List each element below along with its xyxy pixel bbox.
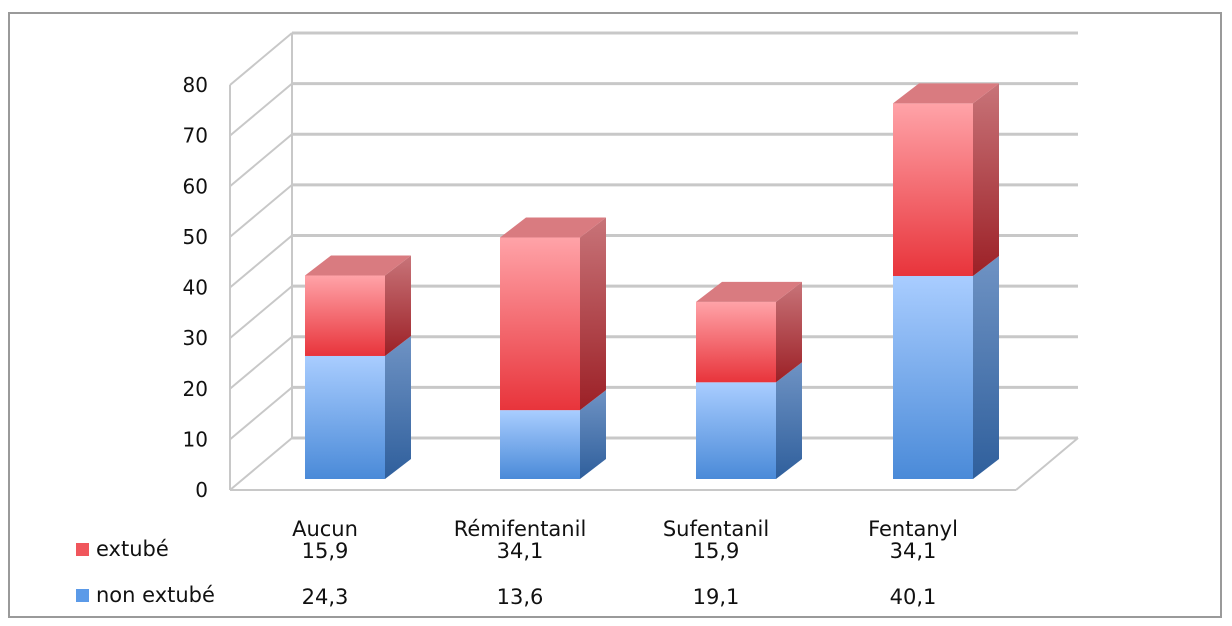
y-tick-label: 30: [183, 326, 208, 350]
bar-segment: [500, 410, 580, 479]
y-tick-label: 0: [195, 478, 208, 502]
data-table: Aucun Rémifentanil Sufentanil Fentanyl extub…: [76, 517, 958, 609]
bar-segment: [696, 382, 776, 479]
legend-label: extubé: [96, 537, 169, 561]
y-tick-label: 40: [183, 276, 208, 300]
legend-key: [76, 589, 89, 602]
y-tick-label: 70: [183, 124, 208, 148]
bar-top: [696, 281, 802, 302]
category-label: Fentanyl: [868, 517, 958, 541]
bar-stack: [500, 217, 606, 479]
legend-key: [76, 543, 89, 556]
bar-side: [973, 83, 999, 276]
data-label: 34,1: [890, 539, 937, 563]
y-axis-ticks: 0 10 20 30 40 50 60 70 80: [183, 73, 208, 502]
gridline-side: [229, 386, 293, 441]
bar-segment: [893, 103, 973, 276]
bar-side: [580, 217, 606, 411]
gridline-side: [229, 285, 293, 339]
bar-side: [385, 335, 411, 479]
category-label: Rémifentanil: [454, 517, 587, 541]
gridline-side: [229, 32, 293, 86]
bar-stack: [305, 255, 411, 479]
legend-label: non extubé: [96, 583, 215, 607]
y-tick-label: 10: [183, 427, 208, 451]
bar-stack: [696, 281, 802, 479]
chart-frame: [8, 12, 1222, 618]
category-label: Aucun: [292, 517, 358, 541]
bar-segment: [305, 275, 385, 356]
data-label: 19,1: [693, 585, 740, 609]
gridline-side: [229, 437, 293, 491]
data-label: 15,9: [693, 539, 740, 563]
bar-top: [893, 83, 999, 104]
gridline-side: [229, 184, 293, 238]
data-label: 15,9: [302, 539, 349, 563]
data-label: 40,1: [890, 585, 937, 609]
bar-side: [973, 255, 999, 479]
category-label: Sufentanil: [663, 517, 769, 541]
floor-right-edge: [1015, 437, 1079, 491]
bar-top: [500, 217, 606, 238]
bar-segment: [305, 355, 385, 479]
bars: [305, 83, 999, 479]
y-tick-label: 20: [183, 377, 208, 401]
data-label: 24,3: [302, 585, 349, 609]
y-tick-label: 60: [183, 174, 208, 198]
gridline-side: [229, 335, 293, 390]
bar-stack: [893, 83, 999, 479]
bar-segment: [500, 237, 580, 411]
data-label: 34,1: [497, 539, 544, 563]
bar-side: [776, 362, 802, 479]
gridline-side: [229, 82, 293, 137]
bar-segment: [696, 301, 776, 383]
y-tick-label: 50: [183, 225, 208, 249]
bar-side: [385, 255, 411, 356]
data-label: 13,6: [497, 585, 544, 609]
bar-segment: [893, 275, 973, 479]
gridline-side: [229, 133, 293, 188]
y-tick-label: 80: [183, 73, 208, 97]
gridline-side: [229, 234, 293, 289]
bar-side: [580, 390, 606, 479]
bar-top: [305, 255, 411, 276]
bar-side: [776, 281, 802, 383]
